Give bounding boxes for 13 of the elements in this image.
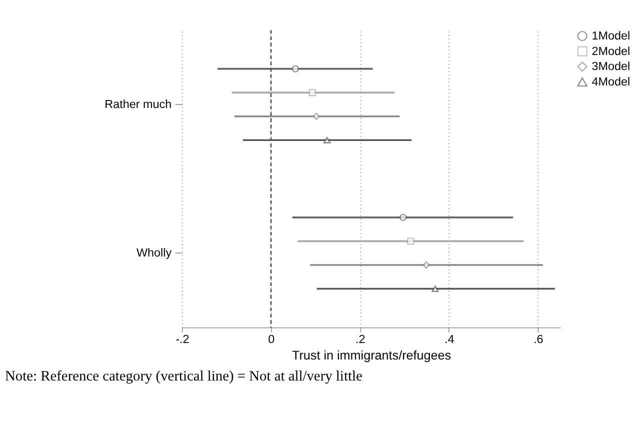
legend-label: 3Model [592, 60, 630, 74]
y-tick-label: Wholly [136, 246, 172, 260]
x-tick-label: .2 [356, 333, 366, 346]
x-tick-label: .6 [534, 333, 544, 346]
text: Note: Reference category (vertical line) = Not at all/very little [5, 368, 362, 385]
x-tick-label: .4 [444, 333, 455, 346]
x-tick-label: 0 [268, 333, 276, 346]
x-tick-label: -.2 [176, 333, 190, 346]
legend-label: 2Model [592, 44, 630, 58]
legend-label: 4Model [592, 76, 630, 89]
legend-label: 1Model [592, 30, 630, 43]
y-tick-label: Rather much [104, 98, 172, 112]
x-axis-title: Trust in immigrants/refugees [292, 348, 452, 362]
